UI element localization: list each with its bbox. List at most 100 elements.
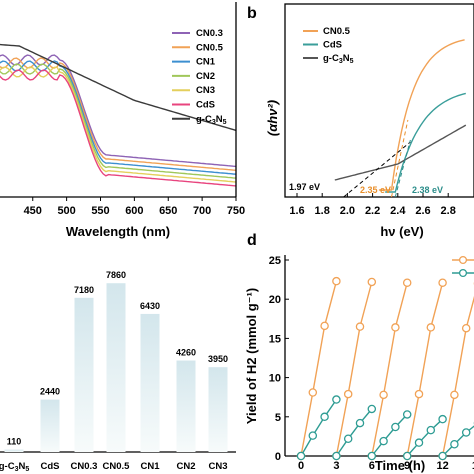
panel-c-category-label-2: CN0.3 <box>71 461 98 472</box>
panel-d-point-cn05-3-1 <box>414 389 424 399</box>
panel-c-value-label-0: 110 <box>7 437 22 447</box>
panel-d-point-cn05-1-3 <box>367 277 377 287</box>
panel-d-x-label: Time (h) <box>375 458 425 473</box>
panel-a-legend-label-3: CN2 <box>196 71 215 82</box>
panel-d-point-cds-4-0 <box>438 451 447 461</box>
panel-d-line-cds-cycle-2 <box>371 413 408 457</box>
panel-c-category-label-6: CN3 <box>208 461 227 472</box>
panel-d-point-cn05-4-2 <box>461 323 471 333</box>
panel-b-tangent-gc3n5 <box>343 141 411 198</box>
panel-d-point-cds-3-1 <box>414 438 424 447</box>
panel-c-bar-cds <box>40 399 60 452</box>
panel-b-frame <box>284 3 474 198</box>
panel-d-line-cds-cycle-0 <box>300 399 337 457</box>
panel-d-x-tick-label-9: 9 <box>404 460 410 472</box>
panel-b-x-tick-label-1.8: 1.8 <box>315 205 330 217</box>
panel-a-x-label: Wavelength (nm) <box>66 224 170 239</box>
panel-a-x-tick-label-550: 550 <box>91 205 109 217</box>
panel-c-bar-cn1 <box>140 313 160 452</box>
panel-b-annotation-gc3n5: 1.97 eV <box>289 182 320 192</box>
panel-b-legend-label-0: CN0.5 <box>323 26 351 37</box>
panel-d-x-tick-label-12: 12 <box>436 460 448 472</box>
panel-c-category-label-4: CN1 <box>140 461 160 472</box>
panel-c-value-label-5: 4260 <box>176 348 196 358</box>
panel-d-y-label: Yield of H2 (mmol g⁻¹) <box>244 288 259 424</box>
panel-d-point-cds-0-3 <box>332 395 341 404</box>
panel-c-category-label-5: CN2 <box>176 461 195 472</box>
panel-d-point-cds-0-2 <box>320 412 329 422</box>
panel-d-line-cds-cycle-4 <box>442 425 474 457</box>
panel-d-legend-marker-1 <box>458 268 468 278</box>
panel-b-curves <box>334 39 467 198</box>
panel-d-point-cn05-0-2 <box>320 321 329 331</box>
panel-d-label: d <box>247 232 257 249</box>
panel-d-point-cds-0-0 <box>296 451 306 461</box>
panel-b-curve-cn05 <box>378 39 465 191</box>
panel-d-x-tick-label-15: 15 <box>472 460 474 472</box>
panel-a-legend-label-0: CN0.3 <box>196 28 223 39</box>
panel-d-ticks: 0 5 10 15 20 25 0 3 6 9 12 15 <box>269 255 474 472</box>
panel-d-point-cds-4-2 <box>461 428 471 437</box>
panel-a-curve-cn2 <box>0 63 237 179</box>
panel-c-bar-cn2 <box>176 360 196 452</box>
panel-a-x-tick-label-750: 750 <box>227 205 245 217</box>
panel-d-point-cds-1-2 <box>355 418 365 428</box>
panel-d-point-cn05-3-3 <box>438 278 447 287</box>
panel-c-value-label-2: 7180 <box>74 285 94 295</box>
panel-b-x-tick-label-2.8: 2.8 <box>441 205 456 217</box>
panel-a-x-tick-label-450: 450 <box>24 205 42 217</box>
panel-d-point-cds-1-0 <box>332 451 341 461</box>
panel-d-legend-marker-0 <box>458 255 468 265</box>
panel-a-curve-cds <box>0 69 237 187</box>
panel-a-legend-label-5: CdS <box>196 100 215 111</box>
panel-b-annotation-cn05: 2.35 eV <box>360 185 391 195</box>
panel-a-legend: CN0.3 CN0.5 CN1 CN2 CN3 CdS g-C3N5 <box>172 28 227 126</box>
panel-d-point-cds-2-3 <box>402 410 412 419</box>
panel-d-y-tick-label-10: 10 <box>269 373 281 385</box>
panel-d-point-cds-0-1 <box>308 431 318 440</box>
panel-d-line-cn05-cycle-2 <box>371 282 408 457</box>
panel-b-x-label: hν (eV) <box>380 224 423 239</box>
panel-a-absorbance-chart: 450 500 550 600 650 700 750 Wavelength (nm) CN… <box>0 2 245 239</box>
panel-c-bar-cn3 <box>208 367 228 452</box>
panel-d-legend <box>452 255 474 278</box>
panel-d-line-cds-cycle-3 <box>406 418 444 457</box>
panel-d-x-tick-label-6: 6 <box>369 460 375 472</box>
panel-d-point-cds-1-3 <box>367 404 377 414</box>
panel-c-bar-cn03 <box>74 297 94 452</box>
panel-b-x-ticks: 1.6 1.8 2.0 2.2 2.4 2.6 2.8 <box>289 193 456 217</box>
panel-d-yield-chart: d 0 5 10 15 20 25 0 3 6 9 12 15 Yield of H2 (mmol g… <box>244 232 474 473</box>
panel-a-x-tick-label-500: 500 <box>57 205 75 217</box>
panel-c-category-label-3: CN0.5 <box>103 461 131 472</box>
panel-b-tangent-cn05 <box>391 119 409 198</box>
panel-b-y-label: (αhν²) <box>265 100 280 136</box>
panel-a-curves <box>0 43 237 187</box>
panel-d-point-cds-2-0 <box>367 451 377 461</box>
panel-d-y-tick-label-15: 15 <box>269 333 281 345</box>
panel-b-tangent-cds <box>394 139 411 198</box>
panel-b-x-tick-label-2.2: 2.2 <box>365 205 380 217</box>
panel-d-point-cds-1-1 <box>343 434 353 444</box>
panel-a-x-tick-label-600: 600 <box>125 205 143 217</box>
panel-b-x-tick-label-2.4: 2.4 <box>390 205 406 217</box>
panel-b-legend-label-2: g-C3N5 <box>323 53 354 65</box>
panel-d-point-cds-4-1 <box>450 439 459 449</box>
panel-a-legend-label-6: g-C3N5 <box>196 114 227 126</box>
panel-c-value-label-4: 6430 <box>140 301 160 311</box>
panel-c-category-label-0: g-C3N5 <box>0 461 29 473</box>
panel-a-curve-cn05 <box>0 57 237 171</box>
panel-d-x-tick-label-0: 0 <box>298 460 304 472</box>
panel-c-bar-g-c3n5 <box>4 449 24 452</box>
panel-a-legend-label-4: CN3 <box>196 85 215 96</box>
panel-d-y-tick-label-25: 25 <box>269 255 281 267</box>
panel-a-curve-cn1 <box>0 60 237 175</box>
panel-d-point-cds-2-1 <box>379 436 388 446</box>
panel-c-category-label-1: CdS <box>41 461 60 472</box>
panel-d-x-tick-label-3: 3 <box>333 460 339 472</box>
panel-d-point-cn05-2-2 <box>391 323 400 332</box>
panel-d-point-cn05-2-3 <box>402 278 412 287</box>
panel-b-curve-cds <box>385 92 466 193</box>
panel-d-line-cn05-cycle-3 <box>406 282 444 457</box>
panel-d-point-cn05-3-2 <box>426 323 436 332</box>
panel-b-curve-gc3n5 <box>334 124 467 181</box>
